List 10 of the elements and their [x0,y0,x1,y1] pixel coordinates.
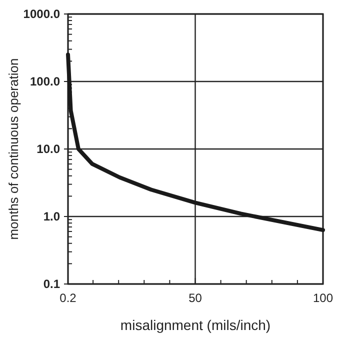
x-tick-label: 0.2 [60,291,77,305]
y-axis-title: months of continuous operation [6,58,21,240]
y-tick-label: 10.0 [36,142,60,156]
x-tick-label: 50 [188,291,202,305]
y-tick-label: 1.0 [43,210,60,224]
y-tick-label: 100.0 [30,74,60,88]
y-tick-label: 1000.0 [23,7,60,21]
x-tick-label: 100 [312,291,334,305]
y-tick-label: 0.1 [43,277,60,291]
x-axis-title: misalignment (mils/inch) [120,317,271,333]
